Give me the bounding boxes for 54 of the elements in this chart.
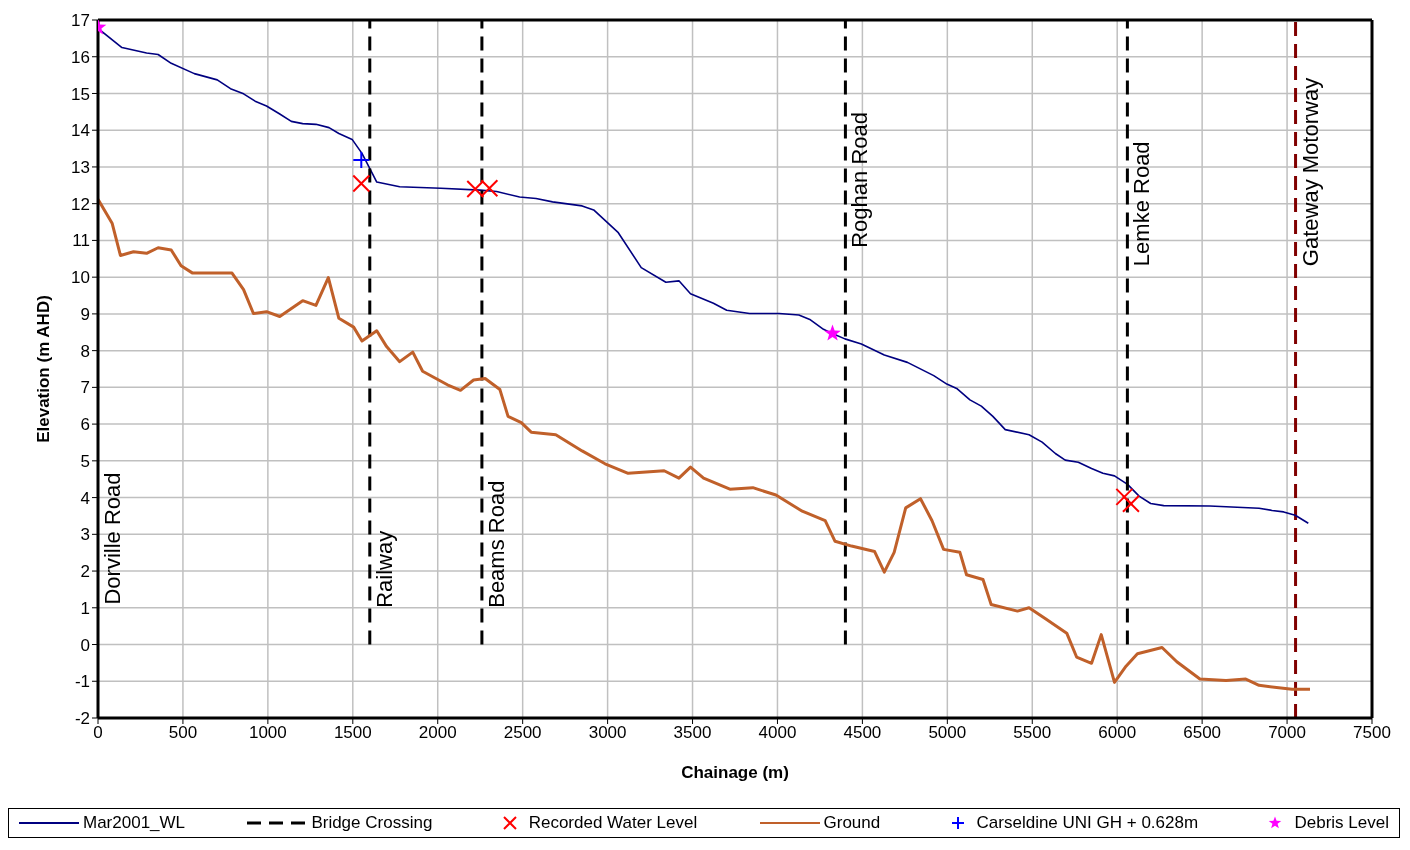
y-tick-label: -1 xyxy=(74,672,90,692)
legend-label: Bridge Crossing xyxy=(311,813,433,833)
x-tick-label: 7500 xyxy=(1353,723,1391,743)
x-tick-label: 7000 xyxy=(1268,723,1306,743)
y-axis-title: Elevation (m AHD) xyxy=(34,295,54,443)
y-tick-label: 17 xyxy=(71,11,90,31)
x-tick-label: 1000 xyxy=(248,723,287,743)
y-tick-label: 2 xyxy=(80,562,90,582)
y-tick-label: 1 xyxy=(80,598,90,618)
x-axis-title: Chainage (m) xyxy=(681,763,789,782)
y-tick-label: 9 xyxy=(80,304,90,324)
legend-label: Mar2001_WL xyxy=(83,813,186,833)
legend-label: Debris Level xyxy=(1294,813,1389,833)
legend-label: Carseldine UNI GH + 0.628m xyxy=(976,813,1199,833)
x-tick-label: 2000 xyxy=(418,723,457,743)
x-tick-label: 500 xyxy=(168,723,198,743)
y-tick-label: -2 xyxy=(74,709,90,729)
y-tick-label: 4 xyxy=(80,488,90,508)
x-tick-label: 1500 xyxy=(333,723,372,743)
point xyxy=(352,174,371,193)
y-tick-label: 15 xyxy=(71,84,90,104)
annotation: Lemke Road xyxy=(1129,141,1155,267)
y-tick-label: 0 xyxy=(80,635,90,655)
annotation: Railway xyxy=(371,530,397,608)
y-tick-label: 12 xyxy=(71,194,90,214)
annotation: Dorville Road xyxy=(100,472,125,605)
y-tick-label: 7 xyxy=(80,378,90,398)
y-tick-label: 13 xyxy=(71,157,90,177)
y-tick-label: 5 xyxy=(80,451,90,471)
y-tick-label: 8 xyxy=(80,341,90,361)
x-tick-label: 6000 xyxy=(1098,723,1137,743)
x-tick-label: 4000 xyxy=(758,723,797,743)
point xyxy=(1115,487,1134,506)
y-tick-label: 6 xyxy=(80,415,90,435)
y-tick-label: 16 xyxy=(71,47,90,67)
annotation: Beams Road xyxy=(483,480,509,608)
y-tick-label: 11 xyxy=(72,231,90,251)
x-tick-label: 4500 xyxy=(843,723,882,743)
x-tick-label: 0 xyxy=(93,723,103,743)
annotation: Roghan Road xyxy=(847,111,873,248)
x-tick-label: 6500 xyxy=(1183,723,1222,743)
x-tick-label: 2500 xyxy=(503,723,542,743)
legend-label: Ground xyxy=(823,813,881,833)
y-tick-label: 3 xyxy=(80,525,90,545)
annotation: Gateway Motorway xyxy=(1297,77,1323,267)
y-tick-label: 14 xyxy=(71,121,90,141)
legend-label: Recorded Water Level xyxy=(528,813,698,833)
point xyxy=(352,150,371,169)
point xyxy=(1121,494,1140,513)
x-tick-label: 5500 xyxy=(1013,723,1052,743)
x-tick-label: 5000 xyxy=(928,723,967,743)
x-tick-label: 3500 xyxy=(673,723,712,743)
x-tick-label: 3000 xyxy=(588,723,627,743)
y-tick-label: 10 xyxy=(71,268,90,288)
